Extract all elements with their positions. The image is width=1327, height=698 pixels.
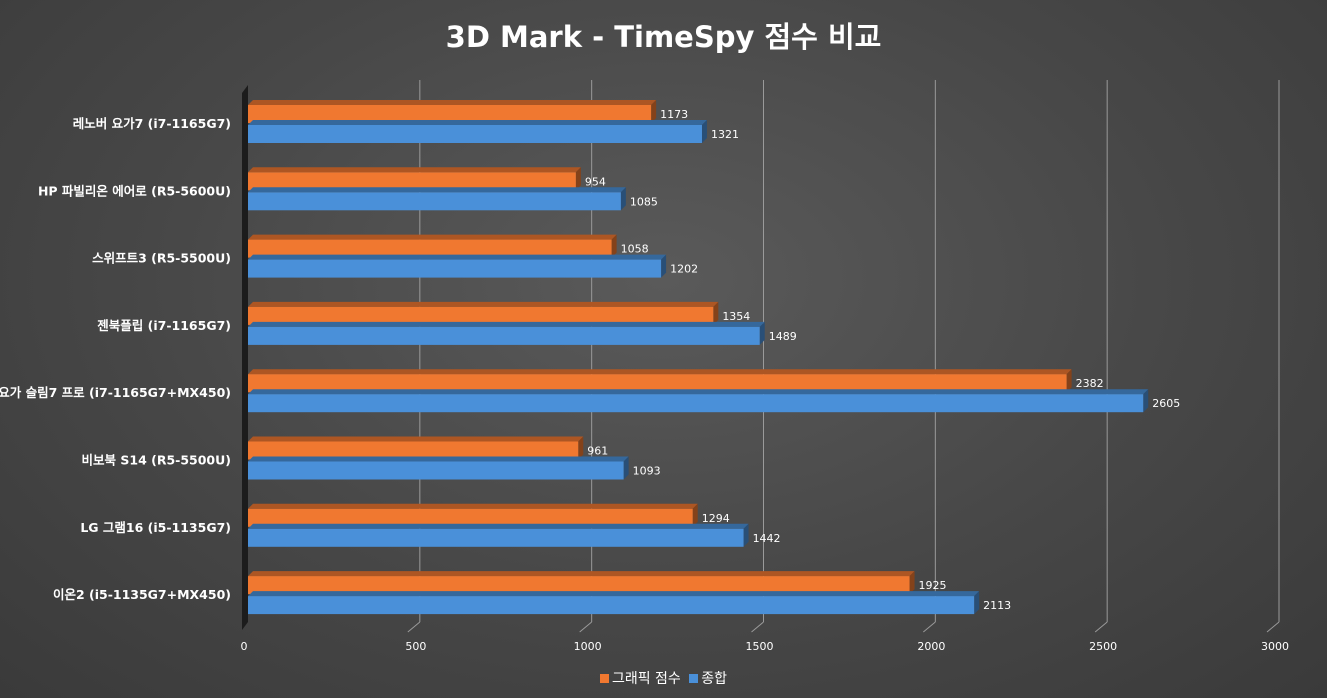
data-label: 2113 (983, 599, 1011, 612)
data-label: 1093 (633, 465, 661, 478)
bar-graphics (248, 239, 612, 258)
x-tick-label: 1500 (746, 640, 774, 653)
category-label: HP 파빌리온 에어로 (R5-5600U) (38, 183, 231, 198)
gridline-floor (407, 621, 421, 633)
x-tick-label: 1000 (574, 640, 602, 653)
bar-graphics-top (248, 503, 698, 509)
category-label: 젠북플립 (i7-1165G7) (97, 318, 231, 333)
gridline-floor (579, 621, 592, 633)
bar-graphics-side (611, 234, 617, 258)
bar-total-top (248, 120, 707, 125)
bar-total-top (248, 254, 667, 260)
bar-total (248, 259, 662, 278)
data-label: 1202 (670, 263, 698, 276)
category-label: LG 그램16 (i5-1135G7) (80, 520, 231, 535)
gridline-floor (1266, 621, 1280, 633)
x-tick-label: 3000 (1261, 640, 1289, 653)
data-label: 1085 (630, 195, 658, 208)
bar-graphics-side (575, 167, 581, 191)
bar-total-side (620, 187, 626, 211)
legend-swatch-graphics (599, 673, 609, 683)
bar-total-top (248, 321, 765, 327)
bar-total (248, 326, 760, 345)
bar-graphics (248, 105, 652, 123)
data-label: 1354 (722, 310, 750, 323)
bar-total-side (661, 254, 667, 278)
data-label: 954 (585, 175, 606, 188)
category-label: 비보북 S14 (R5-5500U) (82, 453, 231, 468)
bar-total (248, 528, 744, 547)
data-label: 1442 (753, 532, 781, 545)
bar-total-side (623, 456, 629, 480)
data-label: 1321 (711, 128, 739, 141)
bar-total-top (248, 523, 749, 529)
data-label: 1294 (702, 512, 730, 525)
bar-graphics-side (651, 100, 657, 123)
x-tick-label: 0 (241, 640, 248, 653)
bar-total (248, 461, 624, 480)
bar-graphics-top (248, 100, 657, 105)
bar-total-top (248, 591, 980, 597)
legend-label-graphics: 그래픽 점수 (611, 671, 681, 687)
x-tick-label: 500 (405, 640, 426, 653)
bar-graphics (248, 508, 693, 527)
legend-label-total: 종합 (701, 671, 728, 687)
bar-graphics-side (1066, 369, 1072, 393)
bar-total (248, 192, 621, 211)
bar-total (248, 125, 702, 143)
bar-graphics (248, 172, 576, 191)
bar-graphics-top (248, 571, 915, 577)
bar-graphics (248, 576, 910, 595)
category-label: 레노버 요가7 (i7-1165G7) (73, 116, 231, 131)
bar-total (248, 596, 975, 615)
x-tick-label: 2500 (1089, 640, 1117, 653)
bar-total-side (974, 591, 980, 615)
chart-title: 3D Mark - TimeSpy 점수 비교 (445, 20, 882, 54)
bar-graphics-top (248, 167, 581, 173)
bar-graphics-side (692, 503, 698, 527)
axis-wall (242, 85, 248, 630)
bar-graphics-side (909, 571, 915, 595)
gridline-floor (923, 621, 936, 633)
bar-graphics-side (578, 436, 584, 460)
legend-item-total: 종합 (689, 668, 727, 688)
category-label: 이온2 (i5-1135G7+MX450) (53, 587, 231, 602)
data-label: 1173 (660, 108, 688, 121)
legend: 그래픽 점수 종합 (0, 668, 1327, 688)
data-label: 1925 (919, 579, 947, 592)
gridline-floor (751, 621, 764, 633)
bar-total (248, 394, 1144, 413)
bar-graphics-top (248, 436, 584, 442)
bar-graphics-top (248, 369, 1072, 375)
data-label: 961 (587, 445, 608, 458)
bar-total-side (759, 321, 765, 345)
data-label: 2605 (1152, 397, 1180, 410)
category-label: 요가 슬림7 프로 (i7-1165G7+MX450) (0, 385, 231, 400)
bar-total-top (248, 456, 629, 462)
bar-total-top (248, 187, 626, 193)
data-label: 2382 (1076, 377, 1104, 390)
data-label: 1489 (769, 330, 797, 343)
category-label: 스위프트3 (R5-5500U) (92, 251, 231, 266)
bar-graphics-side (713, 301, 719, 325)
bar-graphics (248, 374, 1067, 393)
bar-graphics (248, 441, 579, 460)
bar-graphics-top (248, 234, 617, 240)
bar-graphics-top (248, 301, 719, 307)
legend-swatch-total (689, 673, 699, 683)
bar-total-side (743, 523, 749, 547)
bar-graphics (248, 306, 714, 325)
gridline-floor (1094, 621, 1108, 633)
x-tick-label: 2000 (917, 640, 945, 653)
bar-total-top (248, 389, 1149, 395)
legend-item-graphics: 그래픽 점수 (599, 668, 681, 688)
bar-total-side (1143, 389, 1149, 413)
data-label: 1058 (621, 243, 649, 256)
bar-total-side (701, 120, 707, 143)
